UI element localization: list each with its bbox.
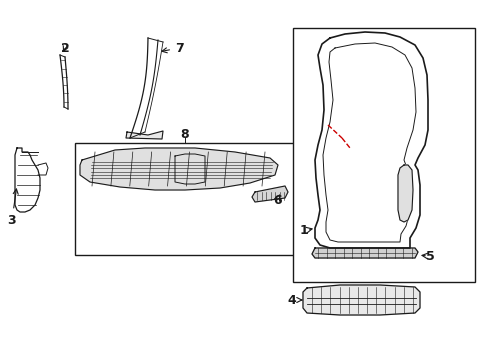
Polygon shape (126, 131, 163, 139)
Polygon shape (251, 186, 287, 202)
Text: 5: 5 (425, 249, 433, 262)
Polygon shape (15, 148, 40, 212)
Polygon shape (80, 148, 278, 190)
Text: 6: 6 (273, 194, 282, 207)
Text: 1: 1 (299, 224, 308, 237)
Polygon shape (311, 248, 417, 258)
Bar (75, 143, 294, 255)
Polygon shape (314, 32, 427, 248)
Polygon shape (303, 285, 419, 315)
Polygon shape (397, 165, 412, 222)
Text: 2: 2 (61, 41, 69, 54)
Text: 7: 7 (162, 41, 183, 54)
Text: 3: 3 (8, 189, 18, 226)
Text: 4: 4 (286, 293, 302, 306)
Text: 8: 8 (181, 129, 189, 141)
Bar (292, 28, 474, 282)
